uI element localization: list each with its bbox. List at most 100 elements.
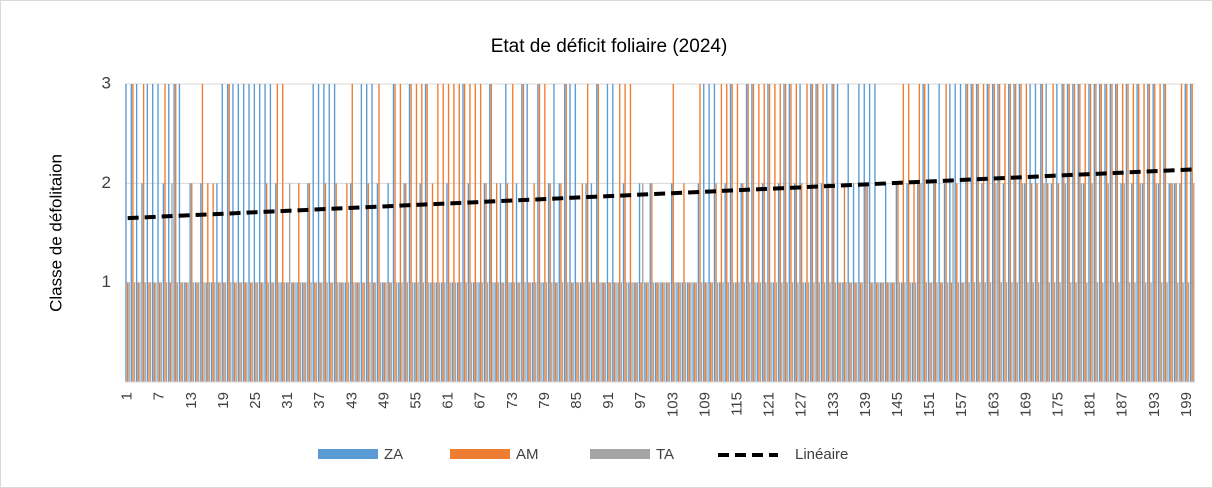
bar xyxy=(1079,84,1081,382)
bar xyxy=(517,282,519,382)
bar xyxy=(631,282,633,382)
bar xyxy=(214,282,216,382)
bar xyxy=(580,282,582,382)
bar xyxy=(330,282,332,382)
bar xyxy=(620,282,623,382)
bar xyxy=(485,183,487,382)
bar xyxy=(175,84,177,382)
bar xyxy=(382,282,384,382)
bar xyxy=(401,282,403,382)
bar xyxy=(1066,84,1069,382)
bar xyxy=(531,282,534,382)
bar xyxy=(210,282,213,382)
bar xyxy=(158,282,161,382)
bar xyxy=(847,84,849,382)
bar xyxy=(207,183,209,382)
bar xyxy=(822,84,824,382)
bar xyxy=(1014,84,1017,382)
bar xyxy=(668,282,671,382)
bar xyxy=(670,183,673,382)
bar xyxy=(135,84,138,382)
bar xyxy=(1004,84,1006,382)
bar xyxy=(660,282,662,382)
bar xyxy=(1191,84,1193,382)
bar xyxy=(984,282,986,382)
bar xyxy=(733,282,735,382)
bar xyxy=(244,282,246,382)
bar xyxy=(280,282,282,382)
bar xyxy=(528,282,530,382)
bar xyxy=(700,282,703,382)
x-tick-label: 67 xyxy=(472,392,489,409)
bar xyxy=(165,282,168,382)
bar xyxy=(406,282,409,382)
bar xyxy=(807,282,810,382)
bar xyxy=(1166,282,1168,382)
bar xyxy=(925,282,927,382)
bar xyxy=(462,84,464,382)
bar xyxy=(840,282,842,382)
bar xyxy=(938,84,940,382)
bar xyxy=(494,282,496,382)
bar xyxy=(1040,84,1042,382)
bar xyxy=(957,282,960,382)
bar xyxy=(251,282,253,382)
bar xyxy=(212,183,214,382)
bar xyxy=(431,183,434,382)
bar xyxy=(719,282,721,382)
bar xyxy=(886,282,888,382)
bar xyxy=(622,183,625,382)
bar xyxy=(772,282,774,382)
bar xyxy=(328,84,330,382)
bar xyxy=(758,84,760,382)
bar xyxy=(1016,282,1018,382)
bar xyxy=(184,282,186,382)
bar xyxy=(454,282,457,382)
bar xyxy=(412,282,414,382)
bar xyxy=(891,282,894,382)
x-tick-label: 25 xyxy=(247,392,264,409)
bar xyxy=(1084,84,1086,382)
x-tick-label: 85 xyxy=(568,392,585,409)
bar xyxy=(1000,282,1002,382)
bar xyxy=(1021,183,1024,382)
bar xyxy=(176,282,178,382)
bar xyxy=(810,84,812,382)
x-tick-label: 49 xyxy=(375,392,392,409)
bar xyxy=(178,84,181,382)
bar xyxy=(1037,282,1040,382)
bar xyxy=(394,84,396,382)
bar xyxy=(1171,183,1174,382)
bar xyxy=(1082,183,1085,382)
bar xyxy=(742,183,744,382)
bar xyxy=(1036,183,1038,382)
bar xyxy=(963,282,965,382)
bar xyxy=(988,84,990,382)
bar xyxy=(1157,183,1160,382)
bar xyxy=(542,282,544,382)
bar xyxy=(267,282,269,382)
bar xyxy=(1011,282,1013,382)
bar xyxy=(1068,84,1070,382)
bar xyxy=(756,282,758,382)
bar xyxy=(940,282,942,382)
bar xyxy=(817,84,819,382)
bar xyxy=(693,282,696,382)
bar xyxy=(888,282,890,382)
bar xyxy=(1131,183,1133,382)
bar xyxy=(850,282,853,382)
bar xyxy=(360,84,363,382)
bar xyxy=(262,282,264,382)
bar xyxy=(870,282,872,382)
bar xyxy=(576,282,578,382)
bar xyxy=(692,282,694,382)
bar xyxy=(1179,183,1181,382)
bar xyxy=(1041,84,1044,382)
bar xyxy=(253,84,256,382)
bar xyxy=(651,183,653,382)
bar xyxy=(922,84,924,382)
x-tick-label: 31 xyxy=(279,392,296,409)
bar xyxy=(1177,282,1179,382)
bar xyxy=(619,84,621,382)
bar xyxy=(665,282,667,382)
